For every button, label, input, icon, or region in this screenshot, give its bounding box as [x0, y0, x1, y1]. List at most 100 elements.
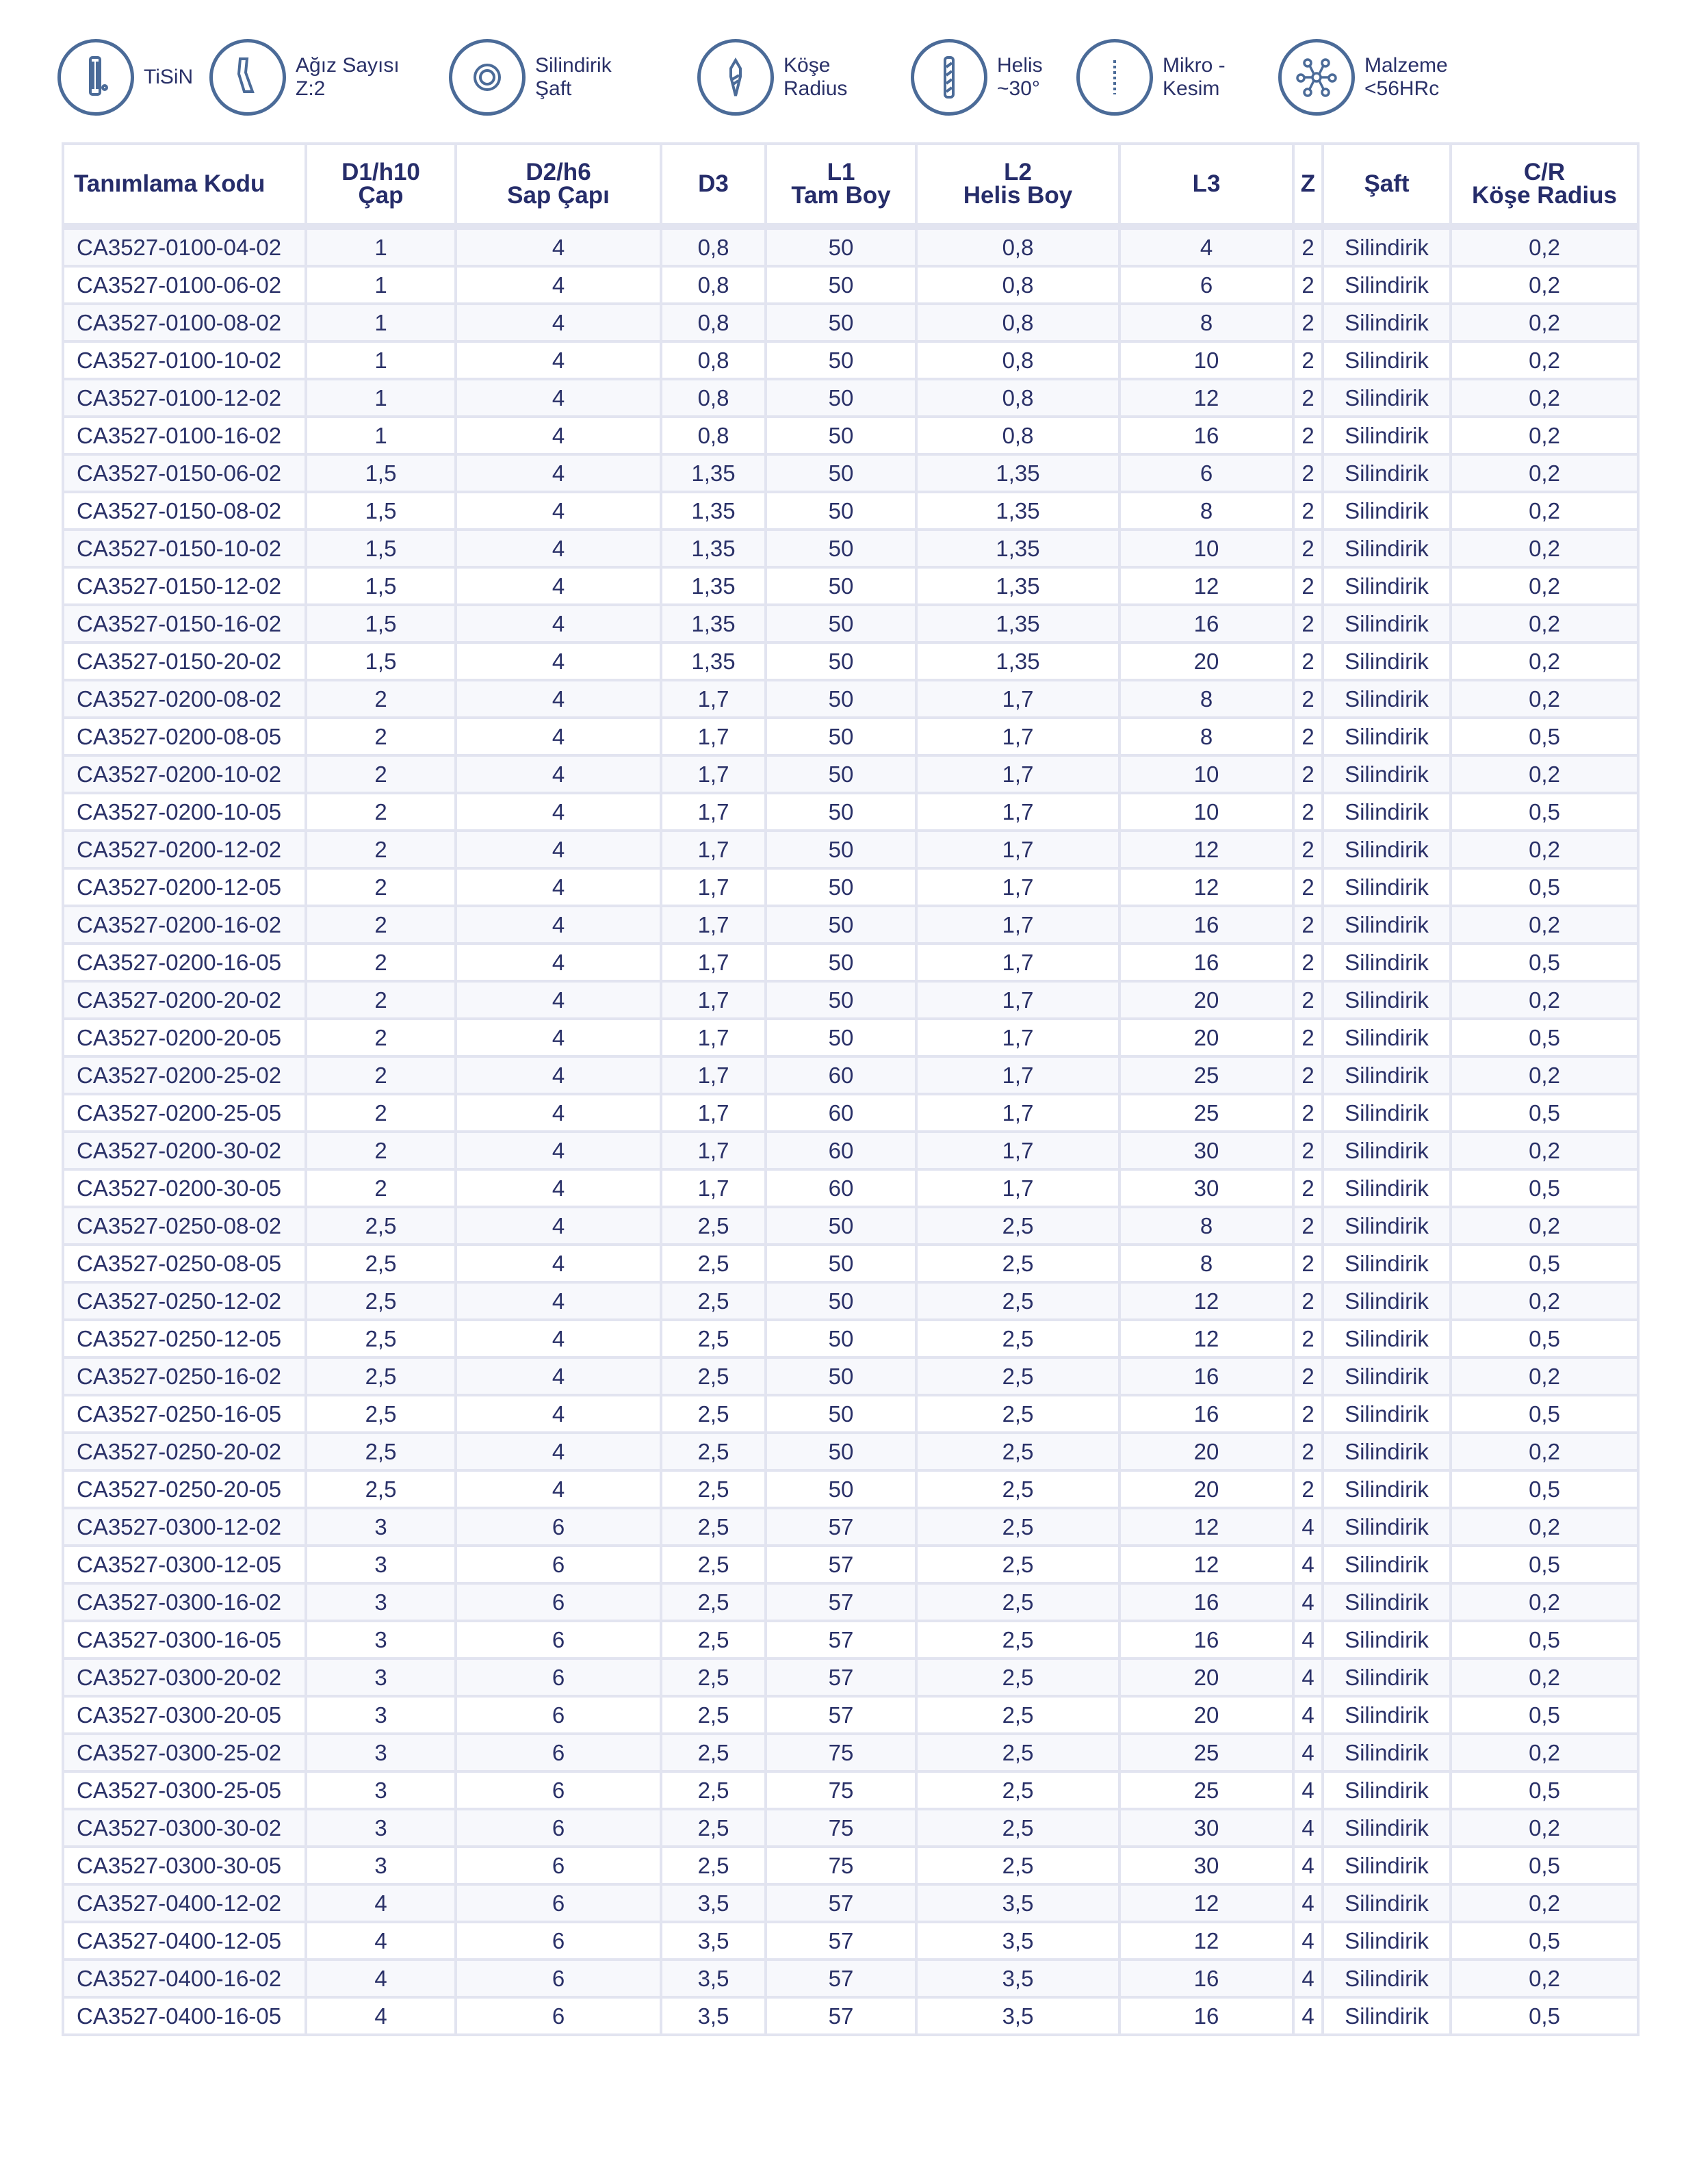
cell-shank-type: Silindirik — [1321, 1469, 1452, 1509]
cell-code: CA3527-0300-25-02 — [62, 1732, 307, 1773]
cell-d2-shank-diameter: 4 — [454, 340, 662, 380]
cell-d2-shank-diameter: 4 — [454, 792, 662, 832]
column-header-l1-total-length: L1 Tam Boy — [764, 142, 918, 228]
cell-d3: 1,35 — [660, 603, 767, 644]
feature-helix: Helis ~30° — [911, 39, 1043, 116]
cell-z-flutes: 2 — [1292, 1093, 1324, 1133]
cell-d1-diameter: 3 — [305, 1770, 457, 1810]
cell-code: CA3527-0150-16-02 — [62, 603, 307, 644]
cell-l1-total-length: 60 — [764, 1130, 918, 1171]
helix-icon — [911, 39, 987, 116]
table-row: CA3527-0300-20-05 3 6 2,5 57 2,5 20 4 Silindirik… — [62, 1695, 1640, 1735]
cell-d1-diameter: 2 — [305, 867, 457, 907]
cell-l3: 12 — [1118, 1507, 1295, 1547]
cell-d2-shank-diameter: 6 — [454, 1845, 662, 1886]
cell-d2-shank-diameter: 4 — [454, 1318, 662, 1359]
cell-d2-shank-diameter: 4 — [454, 1281, 662, 1321]
cell-d1-diameter: 2,5 — [305, 1431, 457, 1472]
table-row: CA3527-0250-20-02 2,5 4 2,5 50 2,5 20 2 Silindir… — [62, 1431, 1640, 1472]
cell-l1-total-length: 75 — [764, 1770, 918, 1810]
cell-z-flutes: 2 — [1292, 1206, 1324, 1246]
cell-z-flutes: 2 — [1292, 867, 1324, 907]
cell-d1-diameter: 2 — [305, 1168, 457, 1208]
cell-l2-helix-length: 1,7 — [915, 792, 1121, 832]
cell-l2-helix-length: 2,5 — [915, 1243, 1121, 1284]
cell-d3: 0,8 — [660, 415, 767, 456]
cell-d1-diameter: 3 — [305, 1620, 457, 1660]
cell-z-flutes: 2 — [1292, 1318, 1324, 1359]
cell-d1-diameter: 1,5 — [305, 528, 457, 569]
cell-d1-diameter: 2 — [305, 754, 457, 794]
cell-l2-helix-length: 3,5 — [915, 1958, 1121, 1999]
cell-d1-diameter: 2 — [305, 980, 457, 1020]
cell-l1-total-length: 50 — [764, 679, 918, 719]
cell-z-flutes: 4 — [1292, 1620, 1324, 1660]
cell-l3: 4 — [1118, 225, 1295, 268]
cell-l2-helix-length: 1,7 — [915, 980, 1121, 1020]
cell-d2-shank-diameter: 4 — [454, 1469, 662, 1509]
micro-cut-icon — [1076, 39, 1153, 116]
cell-corner-radius: 0,2 — [1449, 1883, 1640, 1923]
cell-d2-shank-diameter: 4 — [454, 491, 662, 531]
column-header-d1-diameter: D1/h10 Çap — [305, 142, 457, 228]
cell-d3: 2,5 — [660, 1394, 767, 1434]
cell-d2-shank-diameter: 4 — [454, 1394, 662, 1434]
cell-l3: 30 — [1118, 1808, 1295, 1848]
cell-l2-helix-length: 1,35 — [915, 491, 1121, 531]
cell-l3: 12 — [1118, 1921, 1295, 1961]
cell-l2-helix-length: 2,5 — [915, 1281, 1121, 1321]
cell-z-flutes: 2 — [1292, 754, 1324, 794]
cell-d3: 1,7 — [660, 867, 767, 907]
cell-corner-radius: 0,2 — [1449, 1958, 1640, 1999]
cell-shank-type: Silindirik — [1321, 1243, 1452, 1284]
cell-l3: 12 — [1118, 1281, 1295, 1321]
feature-coating: TiSiN — [57, 39, 193, 116]
cell-code: CA3527-0150-08-02 — [62, 491, 307, 531]
cell-l1-total-length: 50 — [764, 905, 918, 945]
cell-z-flutes: 2 — [1292, 980, 1324, 1020]
cell-code: CA3527-0400-12-05 — [62, 1921, 307, 1961]
cell-d3: 2,5 — [660, 1206, 767, 1246]
cell-l1-total-length: 50 — [764, 528, 918, 569]
cell-code: CA3527-0250-08-05 — [62, 1243, 307, 1284]
cell-corner-radius: 0,2 — [1449, 1657, 1640, 1698]
cell-l1-total-length: 50 — [764, 867, 918, 907]
cell-l3: 10 — [1118, 340, 1295, 380]
cell-l2-helix-length: 2,5 — [915, 1657, 1121, 1698]
cell-corner-radius: 0,2 — [1449, 679, 1640, 719]
cell-shank-type: Silindirik — [1321, 792, 1452, 832]
table-row: CA3527-0300-25-05 3 6 2,5 75 2,5 25 4 Silindirik… — [62, 1770, 1640, 1810]
cell-l2-helix-length: 1,7 — [915, 1168, 1121, 1208]
cell-shank-type: Silindirik — [1321, 1958, 1452, 1999]
cell-z-flutes: 2 — [1292, 225, 1324, 268]
column-header-d2-shank-diameter: D2/h6 Sap Çapı — [454, 142, 662, 228]
cylindrical-shank-icon — [449, 39, 526, 116]
cell-l2-helix-length: 1,7 — [915, 905, 1121, 945]
cell-l3: 6 — [1118, 453, 1295, 493]
cell-l1-total-length: 57 — [764, 1695, 918, 1735]
cell-z-flutes: 4 — [1292, 1921, 1324, 1961]
cell-d3: 1,7 — [660, 829, 767, 870]
cell-shank-type: Silindirik — [1321, 265, 1452, 305]
cell-l1-total-length: 50 — [764, 225, 918, 268]
cell-z-flutes: 4 — [1292, 1695, 1324, 1735]
cell-z-flutes: 2 — [1292, 1394, 1324, 1434]
cell-d1-diameter: 2 — [305, 716, 457, 757]
cell-d3: 2,5 — [660, 1770, 767, 1810]
cell-shank-type: Silindirik — [1321, 829, 1452, 870]
cell-d1-diameter: 2 — [305, 829, 457, 870]
cell-l1-total-length: 50 — [764, 340, 918, 380]
cell-corner-radius: 0,2 — [1449, 265, 1640, 305]
cell-corner-radius: 0,2 — [1449, 1507, 1640, 1547]
cell-d1-diameter: 3 — [305, 1657, 457, 1698]
cell-l3: 8 — [1118, 491, 1295, 531]
cell-z-flutes: 2 — [1292, 1017, 1324, 1058]
table-row: CA3527-0300-16-02 3 6 2,5 57 2,5 16 4 Silindirik… — [62, 1582, 1640, 1622]
cell-corner-radius: 0,2 — [1449, 453, 1640, 493]
cell-d1-diameter: 1 — [305, 415, 457, 456]
cell-d2-shank-diameter: 4 — [454, 528, 662, 569]
column-header-l3: L3 — [1118, 142, 1295, 228]
material-icon — [1278, 39, 1355, 116]
cell-shank-type: Silindirik — [1321, 491, 1452, 531]
cell-l1-total-length: 57 — [764, 1657, 918, 1698]
